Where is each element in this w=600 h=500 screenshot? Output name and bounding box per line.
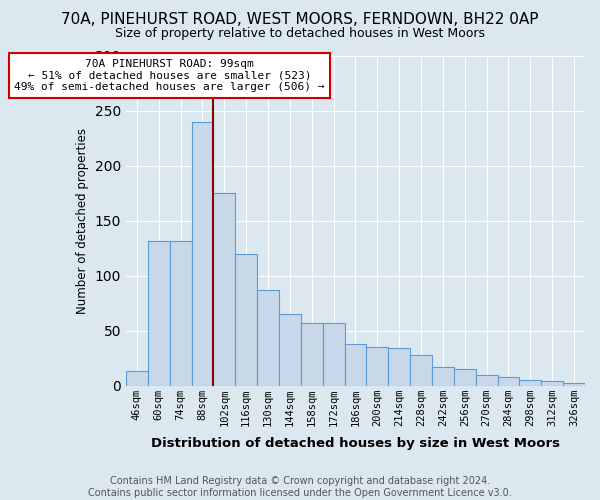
Bar bbox=[323, 323, 344, 386]
Text: 70A, PINEHURST ROAD, WEST MOORS, FERNDOWN, BH22 0AP: 70A, PINEHURST ROAD, WEST MOORS, FERNDOW… bbox=[61, 12, 539, 28]
X-axis label: Distribution of detached houses by size in West Moors: Distribution of detached houses by size … bbox=[151, 437, 560, 450]
Bar bbox=[214, 193, 235, 386]
Bar bbox=[367, 347, 388, 386]
Bar bbox=[126, 372, 148, 386]
Bar bbox=[520, 380, 541, 386]
Bar bbox=[476, 374, 497, 386]
Bar bbox=[541, 381, 563, 386]
Bar bbox=[257, 290, 279, 386]
Bar bbox=[170, 242, 191, 386]
Text: 70A PINEHURST ROAD: 99sqm
← 51% of detached houses are smaller (523)
49% of semi: 70A PINEHURST ROAD: 99sqm ← 51% of detac… bbox=[14, 59, 325, 92]
Bar bbox=[191, 122, 214, 386]
Bar bbox=[410, 355, 432, 386]
Y-axis label: Number of detached properties: Number of detached properties bbox=[76, 128, 89, 314]
Bar bbox=[301, 323, 323, 386]
Bar bbox=[388, 348, 410, 386]
Bar bbox=[454, 369, 476, 386]
Bar bbox=[563, 384, 585, 386]
Text: Size of property relative to detached houses in West Moors: Size of property relative to detached ho… bbox=[115, 28, 485, 40]
Bar bbox=[344, 344, 367, 386]
Bar bbox=[497, 377, 520, 386]
Bar bbox=[148, 242, 170, 386]
Text: Contains HM Land Registry data © Crown copyright and database right 2024.
Contai: Contains HM Land Registry data © Crown c… bbox=[88, 476, 512, 498]
Bar bbox=[279, 314, 301, 386]
Bar bbox=[432, 367, 454, 386]
Bar bbox=[235, 254, 257, 386]
